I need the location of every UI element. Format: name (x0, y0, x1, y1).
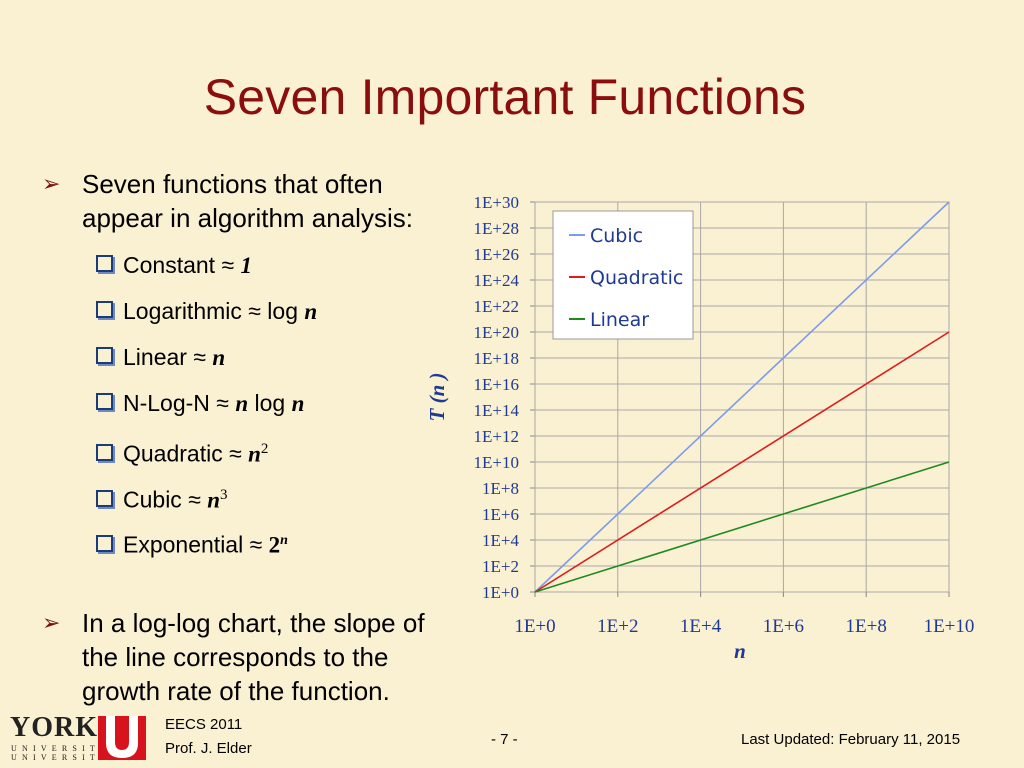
footer-instructor: Prof. J. Elder (165, 740, 252, 757)
y-tick-label: 1E+4 (482, 531, 519, 550)
bullet-line: appear in algorithm analysis: (82, 203, 413, 233)
legend-label-cubic: Cubic (590, 225, 643, 247)
legend-label-quadratic: Quadratic (590, 267, 683, 289)
y-tick-label: 1E+12 (474, 427, 519, 446)
checkbox-bullet-icon (96, 347, 113, 365)
y-tick-label: 1E+24 (474, 271, 520, 290)
y-tick-label: 1E+30 (474, 193, 519, 212)
checkbox-bullet-icon (96, 393, 113, 411)
legend-label-linear: Linear (590, 309, 649, 331)
y-tick-label: 1E+22 (474, 297, 519, 316)
footer-updated: Last Updated: February 11, 2015 (741, 731, 961, 748)
x-axis-label: n (734, 639, 746, 663)
york-logo-line: UNIVERSITÉ (11, 744, 111, 753)
footer-page-number: - 7 - (491, 731, 518, 748)
checkbox-bullet-icon (96, 535, 113, 553)
slide-title: Seven Important Functions (203, 69, 807, 125)
bullet-line: Seven functions that often (82, 169, 383, 199)
york-logo-u-icon (98, 716, 146, 760)
y-tick-label: 1E+14 (474, 401, 520, 420)
y-tick-label: 1E+2 (482, 557, 519, 576)
list-item-nlogn: N-Log-N ≈ n log n (96, 388, 304, 418)
y-tick-label: 1E+10 (474, 453, 519, 472)
checkbox-bullet-icon (96, 301, 113, 319)
series-line-quadratic (534, 331, 950, 593)
y-tick-label: 1E+28 (474, 219, 519, 238)
checkbox-bullet-icon (96, 255, 113, 273)
x-tick-label: 1E+8 (846, 616, 887, 637)
york-logo-wordmark: YORK (10, 712, 98, 743)
footer-course: EECS 2011 (165, 716, 243, 733)
bullet-functions: ➢ Seven functions that often appear in a… (42, 167, 462, 235)
legend-box (552, 210, 694, 340)
bullet-line: the line corresponds to the (82, 642, 389, 672)
bullet-line: In a log-log chart, the slope of (82, 608, 425, 638)
list-item-cubic: Cubic ≈ n3 (96, 480, 228, 513)
x-tick-label: 1E+4 (680, 616, 722, 637)
list-item-exponential: Exponential ≈ 2n (96, 526, 288, 558)
checkbox-bullet-icon (96, 444, 113, 462)
y-tick-label: 1E+20 (474, 323, 519, 342)
y-tick-label: 1E+8 (482, 479, 519, 498)
x-tick-label: 1E+0 (514, 616, 555, 637)
x-tick-label: 1E+2 (597, 616, 638, 637)
arrow-bullet-icon: ➢ (42, 171, 61, 196)
series-line-linear (534, 461, 950, 593)
y-axis-label: T (n ) (425, 373, 449, 422)
bullet-line: growth rate of the function. (82, 676, 390, 706)
y-tick-label: 1E+0 (482, 583, 519, 602)
list-item-quadratic: Quadratic ≈ n2 (96, 434, 268, 467)
y-tick-label: 1E+16 (474, 375, 519, 394)
y-tick-label: 1E+6 (482, 505, 519, 524)
york-logo-line: UNIVERSITY (11, 753, 111, 762)
x-tick-label: 1E+10 (924, 616, 975, 637)
arrow-bullet-icon: ➢ (42, 610, 61, 635)
x-tick-label: 1E+6 (763, 616, 804, 637)
checkbox-bullet-icon (96, 490, 113, 508)
list-item-logarithmic: Logarithmic ≈ log n (96, 296, 317, 326)
series-line-cubic (534, 201, 950, 593)
y-tick-label: 1E+18 (474, 349, 519, 368)
list-item-linear: Linear ≈ n (96, 342, 225, 372)
list-item-constant: Constant ≈ 1 (96, 250, 252, 280)
y-tick-label: 1E+26 (474, 245, 519, 264)
bullet-loglog: ➢ In a log-log chart, the slope of the l… (42, 606, 472, 708)
